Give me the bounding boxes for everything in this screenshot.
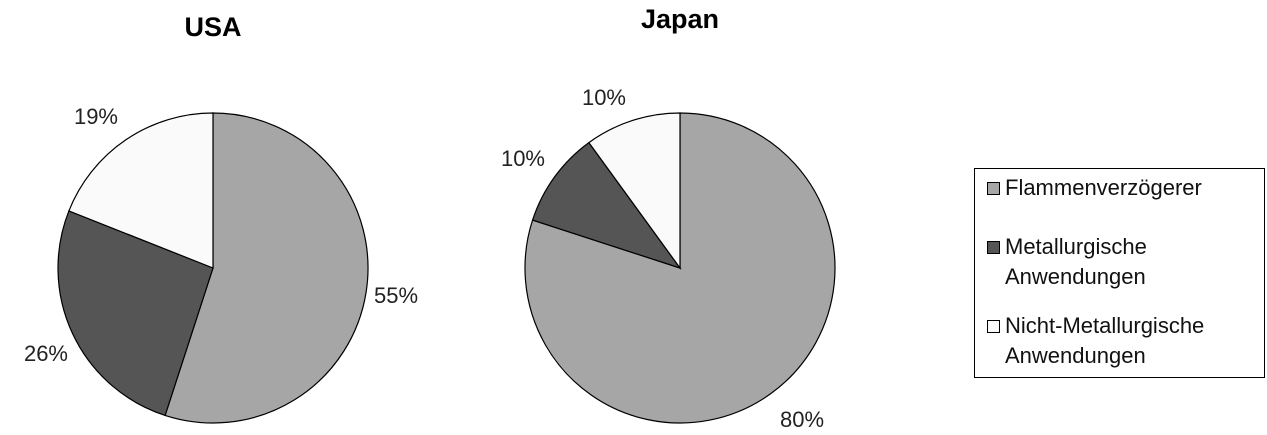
legend-label-nicht-metallurgische: Nicht-Metallurgische Anwendungen [1005,313,1205,368]
legend-label-metallurgische: Metallurgische Anwendungen [1005,234,1147,289]
pie-slice-japan-flammenverzoegerer [524,112,836,424]
slice-label-japan-nicht-metallurgische: 10% [582,85,626,110]
legend-swatch-nicht-metallurgische [987,320,1000,333]
legend-swatch-metallurgische [987,241,1000,254]
slice-label-usa-metallurgische: 26% [24,341,68,366]
legend-item-flammenverzoegerer: Flammenverzögerer [987,173,1202,203]
legend-item-metallurgische: Metallurgische Anwendungen [987,232,1147,292]
pie-chart-japan: Japan 80% 10% 10% [501,4,836,432]
legend-label-flammenverzoegerer: Flammenverzögerer [1005,175,1202,200]
slice-label-japan-metallurgische: 10% [501,146,545,171]
legend-swatch-flammenverzoegerer [987,182,1000,195]
pie-slice-usa-nicht-metallurgische [68,112,214,269]
chart-title-usa: USA [184,12,241,42]
legend: Flammenverzögerer Metallurgische Anwendu… [974,168,1265,378]
slice-label-japan-flammenverzoegerer: 80% [780,407,824,432]
pie-chart-usa: USA 55% 26% 19% [24,12,418,424]
pie-slice-usa-flammenverzoegerer [164,112,369,424]
legend-item-nicht-metallurgische: Nicht-Metallurgische Anwendungen [987,311,1204,371]
chart-title-japan: Japan [641,4,719,34]
pie-slice-japan-metallurgische [531,141,682,270]
pie-slice-japan-nicht-metallurgische [588,112,681,270]
slice-label-usa-flammenverzoegerer: 55% [374,283,418,308]
pie-slice-usa-metallurgische [57,210,214,417]
slice-label-usa-nicht-metallurgische: 19% [74,104,118,129]
